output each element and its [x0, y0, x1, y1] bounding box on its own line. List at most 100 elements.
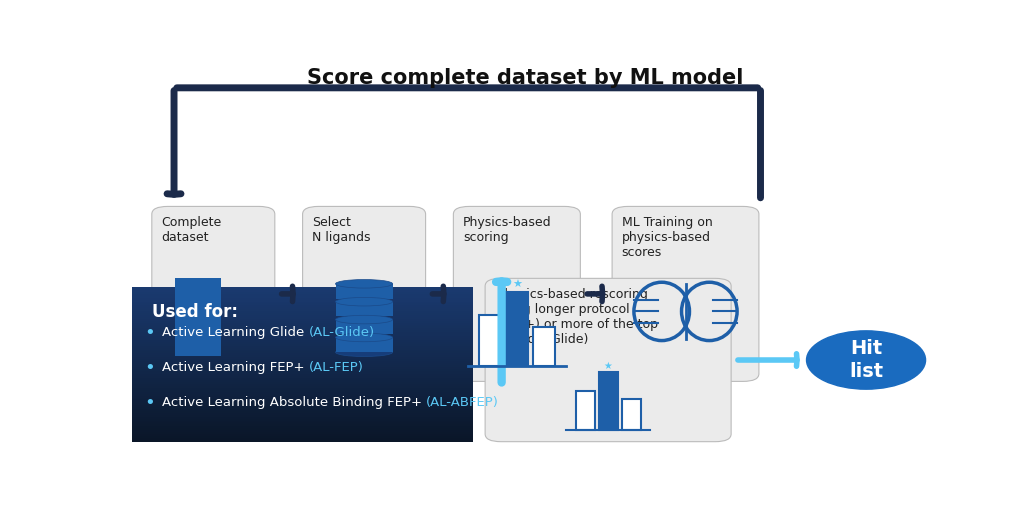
Bar	[132, 308, 473, 311]
Bar	[175, 278, 221, 356]
Text: •: •	[144, 324, 155, 342]
Bar	[599, 372, 617, 430]
Bar	[132, 385, 473, 388]
Text: •: •	[144, 359, 155, 377]
Ellipse shape	[336, 348, 392, 357]
Bar	[132, 366, 473, 369]
Bar	[132, 360, 473, 363]
Bar	[132, 370, 473, 373]
Bar	[132, 383, 473, 386]
Bar	[132, 437, 473, 440]
Bar	[132, 414, 473, 417]
Text: Complete
dataset: Complete dataset	[162, 216, 221, 244]
Bar	[336, 301, 392, 317]
Bar	[132, 416, 473, 419]
Bar	[336, 320, 392, 334]
Bar	[132, 337, 473, 340]
Bar	[132, 392, 473, 395]
Bar	[132, 404, 473, 407]
Text: Physics-based
scoring: Physics-based scoring	[463, 216, 552, 244]
Text: ML Training on
physics-based
scores: ML Training on physics-based scores	[622, 216, 713, 259]
Bar	[132, 429, 473, 432]
Bar	[132, 433, 473, 436]
Ellipse shape	[336, 333, 392, 342]
Bar	[132, 300, 473, 304]
Text: Active Learning Absolute Binding FEP+: Active Learning Absolute Binding FEP+	[162, 396, 426, 409]
Bar	[132, 390, 473, 394]
Text: ★: ★	[604, 361, 612, 371]
Bar	[479, 315, 501, 366]
Bar	[132, 364, 473, 367]
Text: (AL-Glide): (AL-Glide)	[308, 326, 375, 339]
Bar	[132, 377, 473, 380]
Bar	[132, 408, 473, 411]
Bar	[132, 350, 473, 354]
Text: Score complete dataset by ML model: Score complete dataset by ML model	[306, 68, 743, 88]
Bar	[132, 396, 473, 399]
Bar	[132, 293, 473, 296]
Bar	[132, 306, 473, 309]
Bar	[132, 371, 473, 375]
Ellipse shape	[336, 297, 392, 306]
FancyBboxPatch shape	[454, 207, 581, 381]
Bar	[132, 294, 473, 297]
Bar	[132, 339, 473, 342]
Circle shape	[807, 331, 926, 389]
Bar	[132, 322, 473, 325]
Bar	[132, 435, 473, 438]
Bar	[336, 337, 392, 352]
Text: Physics-based rescoring
using longer protocol
(FEP+) or more of the top
ligands : Physics-based rescoring using longer pro…	[497, 288, 658, 346]
Bar	[132, 302, 473, 306]
Bar	[132, 421, 473, 424]
Bar	[622, 399, 641, 430]
Bar	[132, 331, 473, 334]
Bar	[132, 325, 473, 328]
Bar	[132, 406, 473, 409]
Bar	[132, 381, 473, 384]
Text: Active Learning Glide: Active Learning Glide	[162, 326, 308, 339]
Bar	[132, 314, 473, 317]
Bar	[132, 352, 473, 356]
Bar	[132, 344, 473, 347]
Ellipse shape	[336, 280, 392, 288]
Bar	[532, 327, 555, 366]
Bar	[132, 287, 473, 290]
Bar	[132, 373, 473, 376]
Text: Hit
list: Hit list	[849, 339, 883, 381]
Text: (AL-FEP): (AL-FEP)	[309, 361, 364, 374]
Bar	[132, 296, 473, 299]
Bar	[132, 354, 473, 357]
Bar	[132, 379, 473, 382]
Bar	[132, 400, 473, 403]
Bar	[132, 362, 473, 365]
Bar	[132, 418, 473, 421]
Bar	[132, 375, 473, 378]
Text: Select
N ligands: Select N ligands	[312, 216, 371, 244]
Bar	[132, 358, 473, 361]
Bar	[336, 284, 392, 298]
Bar	[132, 289, 473, 292]
FancyBboxPatch shape	[152, 207, 274, 381]
Bar	[132, 427, 473, 430]
Bar	[132, 310, 473, 313]
Bar	[132, 410, 473, 413]
Bar	[132, 316, 473, 319]
Bar	[132, 333, 473, 336]
Bar	[132, 323, 473, 326]
Bar	[132, 425, 473, 428]
Text: Used for:: Used for:	[152, 303, 238, 321]
Bar	[132, 387, 473, 390]
FancyBboxPatch shape	[612, 207, 759, 381]
Bar	[132, 438, 473, 442]
Bar	[132, 389, 473, 392]
Bar	[132, 335, 473, 338]
Text: Active Learning FEP+: Active Learning FEP+	[162, 361, 309, 374]
Bar	[506, 292, 528, 366]
Bar	[132, 348, 473, 351]
Ellipse shape	[336, 315, 392, 324]
Bar	[132, 342, 473, 346]
Bar	[132, 291, 473, 294]
Bar	[132, 320, 473, 323]
Bar	[132, 419, 473, 423]
Bar	[575, 391, 595, 430]
